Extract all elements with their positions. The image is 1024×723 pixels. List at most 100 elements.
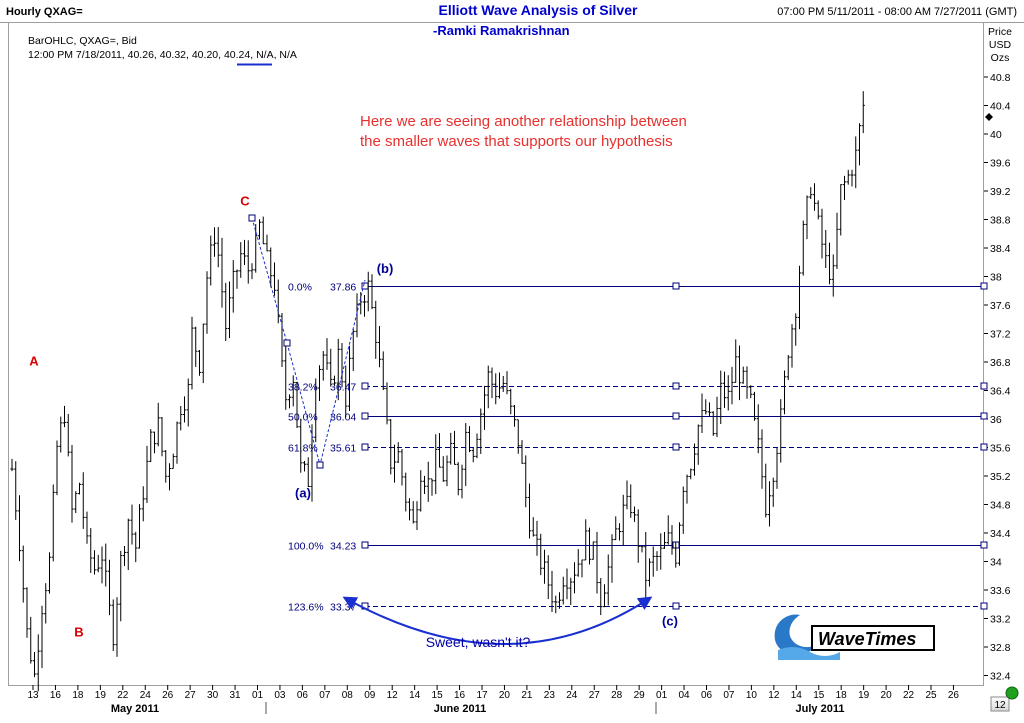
ohlc-bar (737, 345, 742, 401)
fib-level-label: 0.0% (288, 282, 312, 294)
time-tick-label: 01 (252, 690, 264, 701)
fib-handle[interactable] (672, 282, 680, 290)
ohlc-bar (625, 480, 629, 510)
fib-handle[interactable] (672, 412, 680, 420)
fibonacci-retracement[interactable]: 0.0% 37.86 38.2% 36.47 50.0% 36.04 61.8% 35.61 1… (288, 282, 988, 614)
ohlc-bar (340, 343, 344, 388)
ohlc-bar (145, 445, 149, 503)
time-tick-label: 18 (72, 690, 84, 701)
fib-handle[interactable] (361, 282, 369, 290)
ohlc-bar (471, 447, 475, 463)
time-tick-label: 14 (409, 690, 421, 701)
ohlc-bar (854, 136, 858, 189)
ohlc-bar (640, 545, 644, 553)
fib-handle[interactable] (980, 382, 988, 390)
ohlc-bar (831, 254, 835, 297)
ohlc-bar (692, 443, 697, 476)
time-tick-label: 26 (948, 690, 960, 701)
ohlc-bar (820, 208, 824, 259)
fib-handle[interactable] (672, 443, 680, 451)
ohlc-bar (587, 527, 592, 565)
ohlc-bar (842, 175, 847, 201)
ohlc-readout: 12:00 PM 7/18/2011, 40.26, 40.32, 40.20,… (28, 49, 297, 61)
time-tick-label: 03 (274, 690, 286, 701)
fib-handle[interactable] (980, 443, 988, 451)
ohlc-bar (284, 344, 288, 410)
fib-handle[interactable] (980, 282, 988, 290)
ohlc-bar (104, 543, 108, 587)
fib-level-label: 123.6% (288, 602, 324, 614)
ohlc-bar (77, 482, 82, 495)
ohlc-bar (182, 396, 187, 423)
ohlc-bar (809, 187, 813, 200)
wave-swirl-icon (774, 614, 822, 655)
ohlc-bar (437, 433, 442, 468)
time-tick-label: 23 (544, 690, 556, 701)
ohlc-bar (689, 468, 693, 480)
ohlc-bar (242, 239, 247, 265)
fib-handle[interactable] (672, 602, 680, 610)
ohlc-bar (362, 294, 367, 317)
status-indicator-icon[interactable] (1005, 686, 1019, 700)
fib-handle[interactable] (980, 541, 988, 549)
ohlc-bar (584, 519, 588, 561)
wave-labels: A B C (a) (b) (c) (29, 193, 678, 639)
zoom-level-box[interactable] (990, 696, 1010, 712)
time-tick-label: 14 (791, 690, 803, 701)
time-tick-label: 24 (566, 690, 578, 701)
ohlc-bar (614, 516, 618, 541)
ohlc-bar (535, 520, 539, 556)
time-tick-label: 12 (768, 690, 780, 701)
ohlc-bar (756, 404, 760, 454)
fib-handle[interactable] (980, 412, 988, 420)
fib-handle[interactable] (361, 382, 369, 390)
fib-handle[interactable] (980, 602, 988, 610)
ohlc-bar (299, 418, 303, 473)
ohlc-bar (186, 378, 190, 427)
time-tick-label: 20 (881, 690, 893, 701)
ohlc-bar (516, 419, 520, 454)
fib-handle[interactable] (361, 412, 369, 420)
ohlc-bar (122, 546, 127, 567)
ohlc-bar (434, 434, 438, 495)
ohlc-bar (190, 316, 194, 390)
time-tick-label: 30 (207, 690, 219, 701)
time-tick-label: 24 (140, 690, 152, 701)
time-tick-label: 12 (387, 690, 399, 701)
ohlc-bar (36, 634, 40, 692)
header-bar (0, 0, 1024, 22)
ohlc-bar (505, 371, 509, 395)
price-tick-label: 36.4 (990, 386, 1011, 398)
time-tick-label: 15 (813, 690, 825, 701)
ohlc-bar (539, 533, 543, 576)
ohlc-bar (85, 511, 89, 544)
ohlc-bar (400, 448, 404, 486)
wavetimes-logo: WaveTimes (768, 610, 935, 660)
ohlc-bar (771, 477, 775, 507)
ohlc-bar (62, 405, 67, 428)
ohlc-bar (730, 366, 734, 405)
ohlc-bar (81, 472, 85, 529)
wave-handle-a[interactable] (316, 461, 324, 469)
fib-handle[interactable] (361, 541, 369, 549)
time-tick-label: 16 (454, 690, 466, 701)
ohlc-bar (602, 584, 607, 608)
fib-handle[interactable] (672, 382, 680, 390)
ohlc-bar (677, 522, 682, 566)
ohlc-bar (636, 509, 640, 563)
ohlc-bar (351, 329, 355, 371)
wave-handle-mid[interactable] (283, 339, 291, 347)
fib-level-label: 61.8% (288, 443, 318, 455)
time-tick-label: 01 (656, 690, 668, 701)
ohlc-bar (621, 494, 625, 546)
fib-handle[interactable] (361, 443, 369, 451)
price-axis: 32.4 32.8 33.2 33.6 34 34.4 34.8 35.2 35.6 36 36.4… (984, 72, 1011, 683)
wave-handle-c[interactable] (248, 214, 256, 222)
ohlc-bar (569, 577, 573, 606)
ohlc-bar (10, 458, 14, 472)
ohlc-bar (786, 355, 790, 380)
time-tick-label: 31 (229, 690, 241, 701)
wave-connector (251, 217, 366, 466)
price-tick-label: 34.8 (990, 500, 1011, 512)
ohlc-bar (66, 413, 70, 457)
